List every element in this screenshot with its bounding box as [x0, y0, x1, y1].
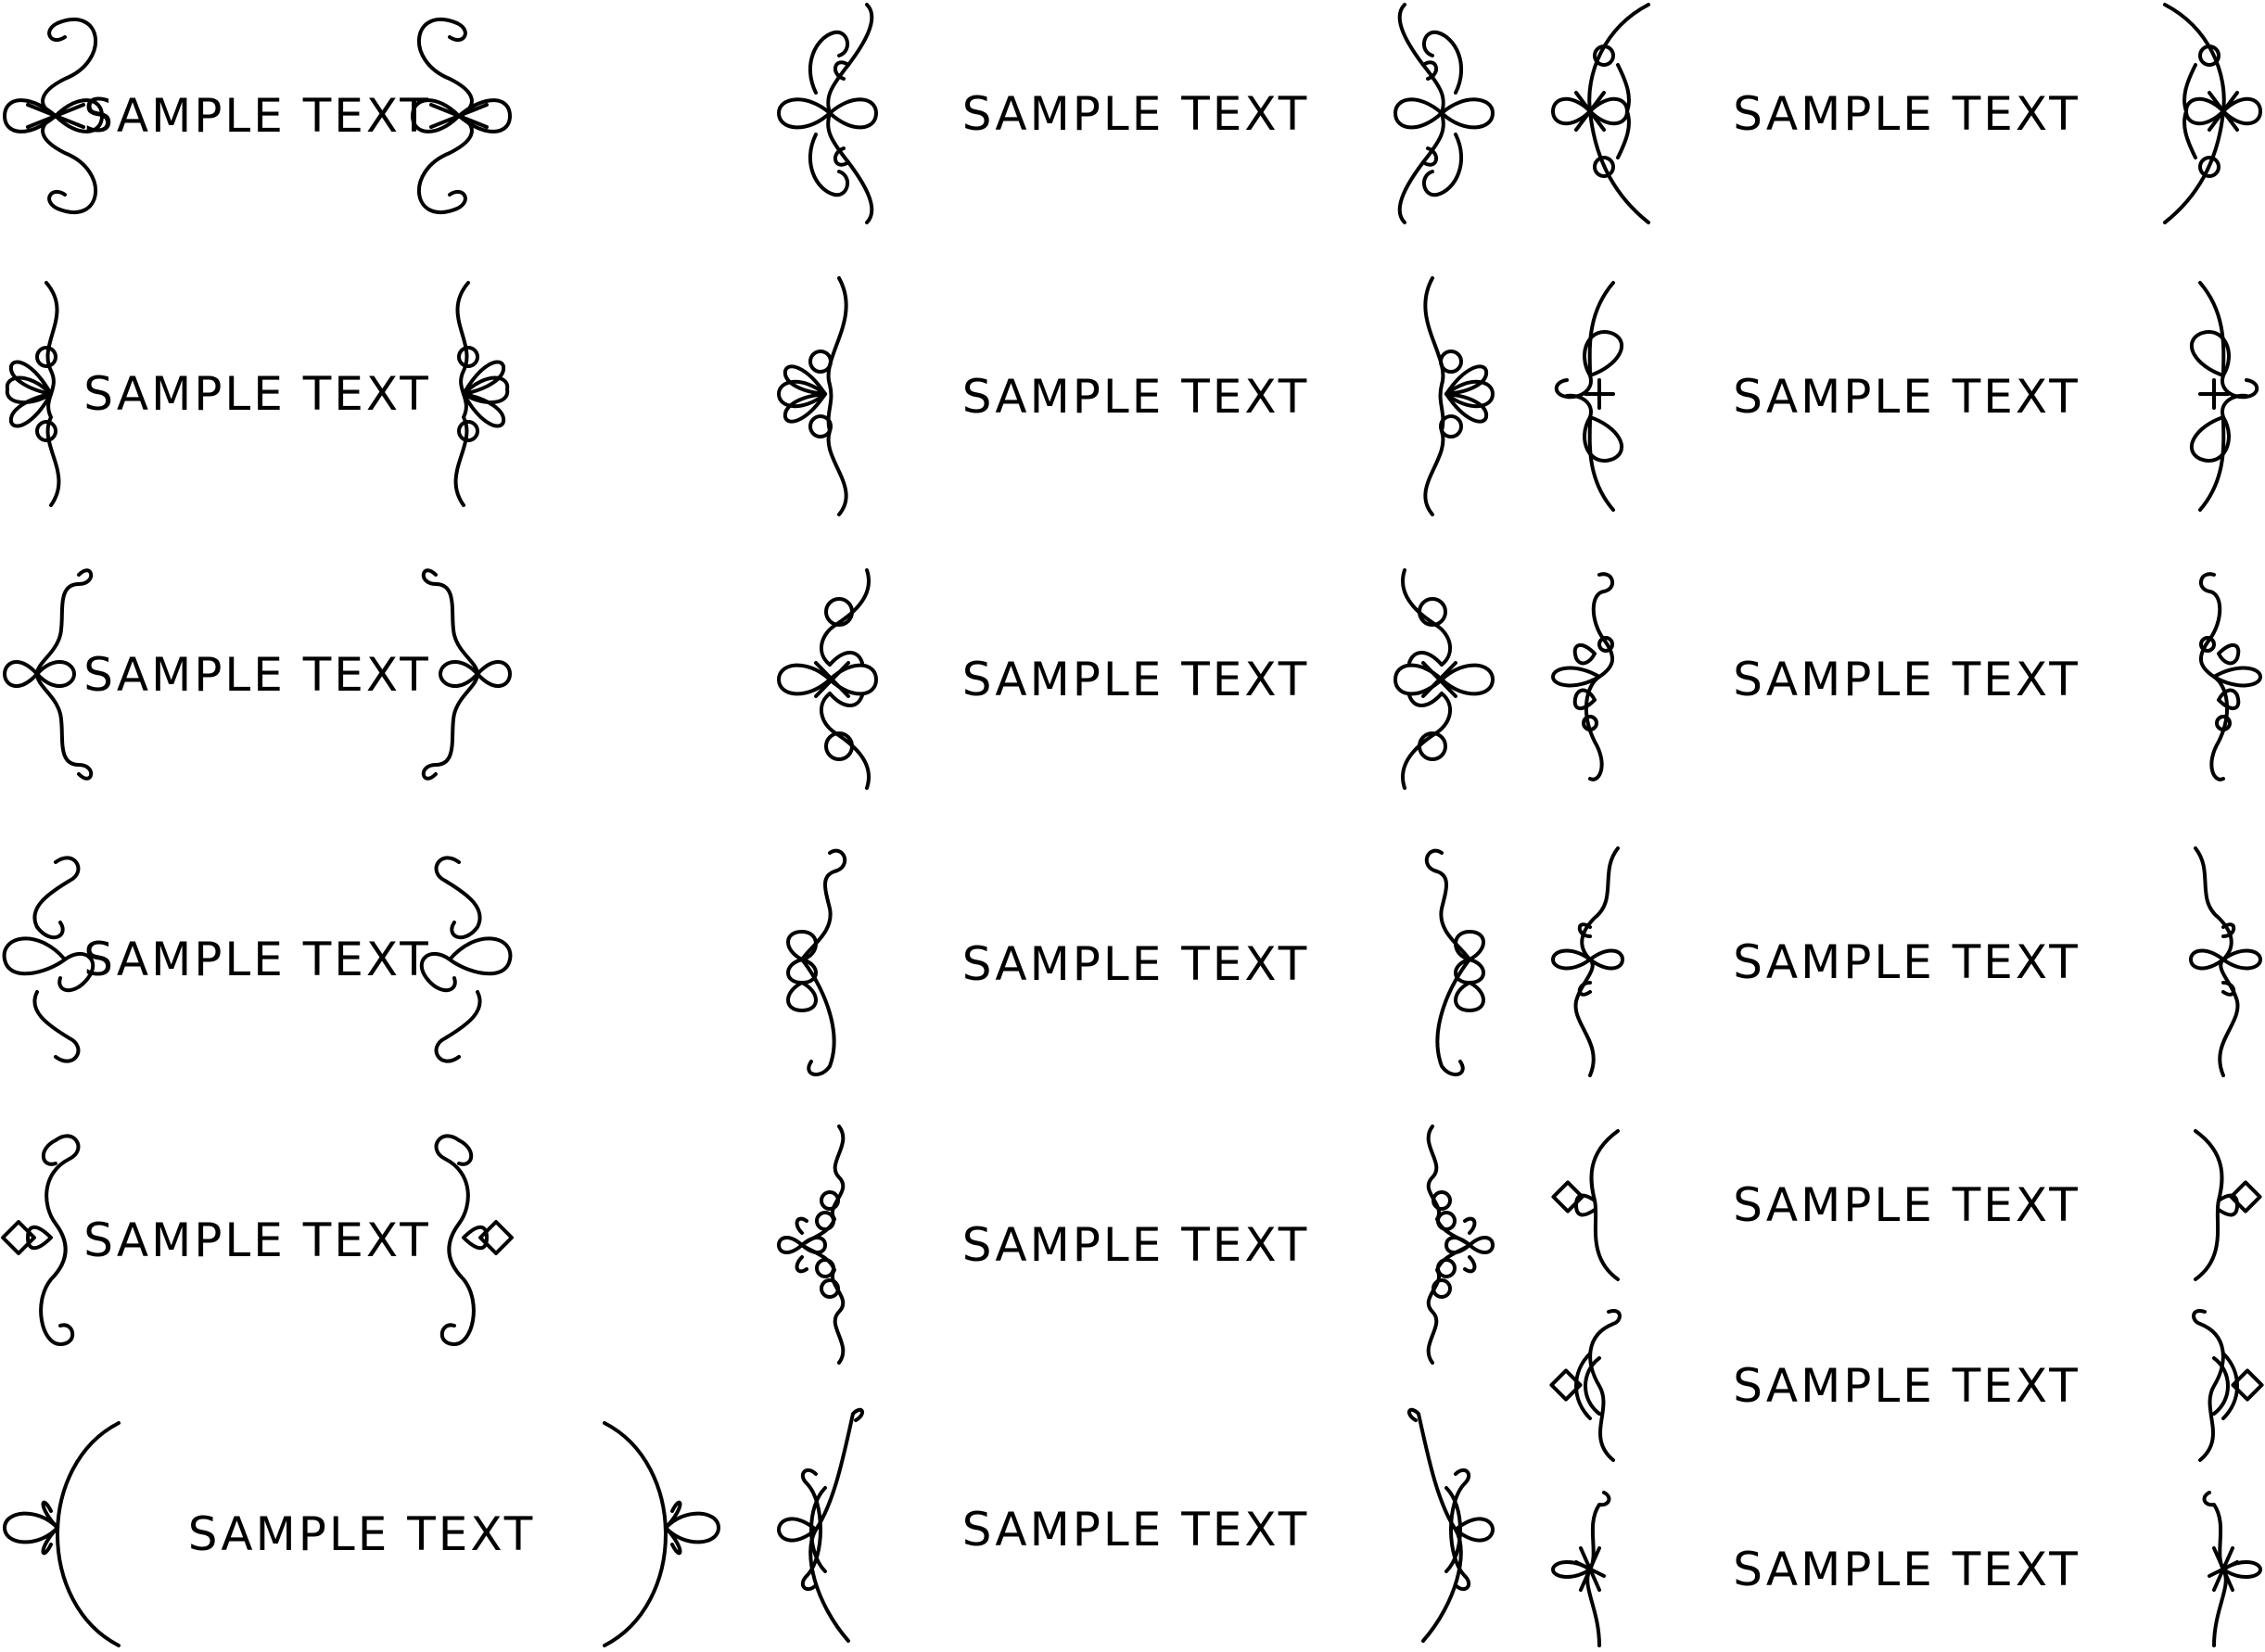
- frame-label: SAMPLE TEXT: [83, 367, 431, 421]
- petal-loop-left-ornament: [1551, 572, 1614, 782]
- heart-curl-left-ornament: [2, 856, 95, 1063]
- frame-double-scroll-knot: SAMPLE TEXT: [774, 0, 1497, 227]
- parenthesis-knot-left-ornament: [3, 1421, 121, 1647]
- frame-label: SAMPLE TEXT: [83, 1213, 431, 1267]
- frame-simple-loop-knot: SAMPLE TEXT: [0, 561, 515, 788]
- simple-loop-knot-right-ornament: [421, 568, 512, 781]
- frame-beaded-curl: SAMPLE TEXT: [774, 1117, 1497, 1372]
- frame-long-knot: SAMPLE TEXT: [774, 1407, 1497, 1650]
- parenthesis-knot-right-ornament: [603, 1421, 720, 1647]
- frame-label: SAMPLE TEXT: [83, 933, 431, 986]
- frame-small-wave-knot: SAMPLE TEXT: [1548, 1488, 2265, 1650]
- frame-label: SAMPLE TEXT: [961, 1503, 1310, 1557]
- frame-parenthesis-knot: SAMPLE TEXT: [0, 1418, 723, 1650]
- petal-wave-tall-left-ornament: [777, 276, 848, 516]
- loop-wave-right-ornament: [2189, 846, 2262, 1077]
- diamond-knot-dense-right-ornament: [2192, 1309, 2264, 1462]
- triple-loop-left-ornament: [786, 848, 847, 1076]
- frame-ornate-curl-knot: SAMPLE TEXT: [774, 561, 1497, 797]
- beaded-curl-left-ornament: [777, 1125, 846, 1365]
- frame-petal-wave: SAMPLE TEXT: [0, 278, 515, 510]
- loop-wave-left-ornament: [1551, 846, 1624, 1077]
- bracket-arc-knot-right-ornament: [2163, 3, 2262, 224]
- frame-label: SAMPLE TEXT: [1733, 1542, 2080, 1596]
- petal-loop-right-ornament: [2199, 572, 2262, 782]
- long-knot-right-ornament: [1407, 1407, 1495, 1643]
- frame-label: SAMPLE TEXT: [83, 89, 431, 143]
- heart-curl-right-ornament: [419, 856, 513, 1063]
- ornate-curl-knot-left-ornament: [777, 568, 878, 790]
- simple-loop-knot-left-ornament: [3, 568, 94, 781]
- petal-wave-left-ornament: [5, 281, 61, 507]
- frame-label: SAMPLE TEXT: [961, 1217, 1310, 1272]
- diamond-knot-small-right-ornament: [2194, 1129, 2262, 1281]
- frame-label: SAMPLE TEXT: [83, 647, 431, 702]
- frame-label: SAMPLE TEXT: [1733, 86, 2080, 141]
- ornate-curl-knot-right-ornament: [1393, 568, 1495, 790]
- diamond-knot-dense-left-ornament: [1549, 1309, 1622, 1462]
- diamond-curl-right-ornament: [434, 1134, 514, 1346]
- long-knot-left-ornament: [777, 1407, 864, 1643]
- double-scroll-knot-left-ornament: [777, 3, 878, 224]
- frame-label: SAMPLE TEXT: [1733, 652, 2080, 706]
- frame-diamond-curl: SAMPLE TEXT: [0, 1122, 515, 1358]
- frame-label: SAMPLE TEXT: [1733, 934, 2080, 989]
- frame-loop-wave: SAMPLE TEXT: [1548, 844, 2265, 1080]
- frame-label: SAMPLE TEXT: [1733, 1178, 2080, 1232]
- frame-label: SAMPLE TEXT: [961, 937, 1310, 991]
- petal-wave-right-ornament: [453, 281, 510, 507]
- frame-petal-loop: SAMPLE TEXT: [1548, 565, 2265, 793]
- scroll-knot-right-ornament: [411, 18, 512, 214]
- frame-diamond-knot-dense: SAMPLE TEXT: [1548, 1307, 2265, 1465]
- frame-label: SAMPLE TEXT: [961, 652, 1310, 706]
- frame-label: SAMPLE TEXT: [1733, 1359, 2080, 1413]
- triple-loop-right-ornament: [1424, 848, 1485, 1076]
- beaded-curl-right-ornament: [1426, 1125, 1495, 1365]
- frame-label: SAMPLE TEXT: [1733, 369, 2080, 424]
- small-wave-knot-left-ornament: [1551, 1491, 1611, 1647]
- pretzel-knot-right-ornament: [2189, 281, 2259, 512]
- frame-petal-wave-tall: SAMPLE TEXT: [774, 273, 1497, 519]
- diamond-knot-small-left-ornament: [1551, 1129, 1620, 1281]
- petal-wave-tall-right-ornament: [1423, 276, 1495, 516]
- frame-pretzel-knot: SAMPLE TEXT: [1548, 278, 2265, 515]
- frame-label: SAMPLE TEXT: [961, 369, 1310, 424]
- diamond-curl-left-ornament: [1, 1134, 81, 1346]
- frame-scroll-knot: SAMPLE TEXT: [0, 5, 515, 227]
- scroll-knot-left-ornament: [3, 18, 104, 214]
- frame-triple-loop: SAMPLE TEXT: [774, 844, 1497, 1085]
- bracket-arc-knot-left-ornament: [1551, 3, 1650, 224]
- pretzel-knot-left-ornament: [1554, 281, 1624, 512]
- frame-label: SAMPLE TEXT: [187, 1507, 536, 1561]
- frame-diamond-knot-small: SAMPLE TEXT: [1548, 1126, 2265, 1284]
- frame-bracket-arc-knot: SAMPLE TEXT: [1548, 0, 2265, 227]
- frame-label: SAMPLE TEXT: [961, 86, 1310, 141]
- double-scroll-knot-right-ornament: [1393, 3, 1495, 224]
- frame-heart-curl: SAMPLE TEXT: [0, 844, 515, 1075]
- small-wave-knot-right-ornament: [2202, 1491, 2262, 1647]
